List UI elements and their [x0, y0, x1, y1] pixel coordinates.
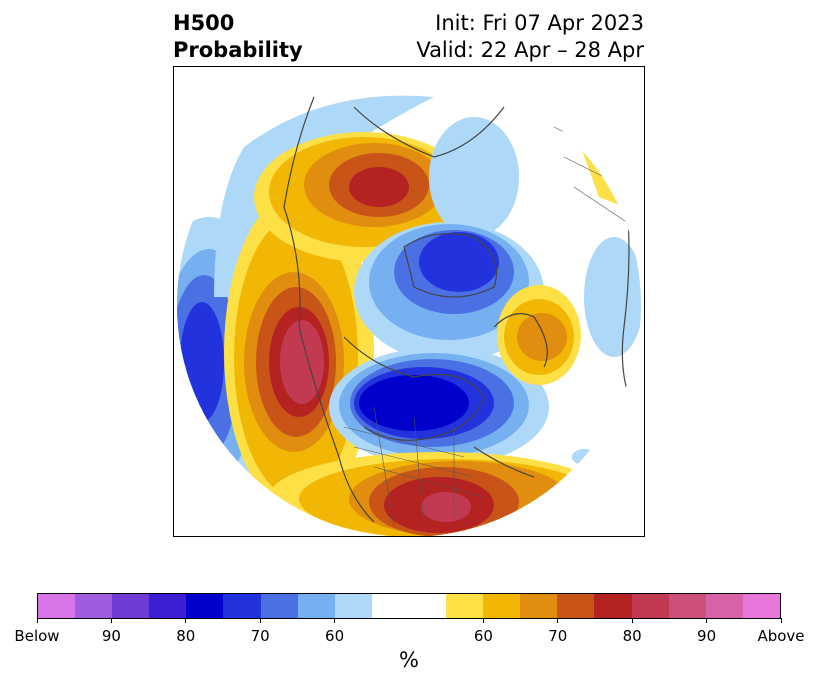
anomaly-asia-below [584, 237, 641, 357]
colorbar-tickmark [334, 618, 336, 623]
colorbar-tick-label: 70 [250, 627, 270, 645]
colorbar-label: % [399, 648, 419, 672]
colorbar-tick-label: 70 [548, 627, 568, 645]
anomaly-nepac-above [224, 192, 374, 512]
colorbar-tick-label: 90 [697, 627, 717, 645]
colorbar-tickmark [110, 618, 112, 623]
colorbar-segment [483, 594, 521, 618]
anomaly-europe-above [497, 285, 581, 385]
title-variable: H500 [173, 11, 235, 35]
colorbar-tick-label: 80 [622, 627, 642, 645]
probability-map [174, 67, 644, 536]
anomaly-arc-below [214, 95, 434, 297]
colorbar-tickmark [557, 618, 559, 623]
colorbar-tickmark [36, 618, 38, 623]
colorbar-segment [631, 594, 669, 618]
colorbar-tick-label: 60 [473, 627, 493, 645]
colorbar-segment [149, 594, 187, 618]
colorbar-segment [38, 594, 76, 618]
valid-period: Valid: 22 Apr – 28 Apr [416, 38, 644, 62]
colorbar-tickmark [780, 618, 782, 623]
colorbar-segment [668, 594, 706, 618]
init-date: Init: Fri 07 Apr 2023 [435, 11, 644, 35]
title-left: H500 Probability [173, 10, 303, 64]
colorbar-segment [557, 594, 595, 618]
anomaly-siberia-above [254, 132, 474, 262]
colorbar-tick-label: 90 [101, 627, 121, 645]
colorbar-segment [742, 594, 780, 618]
colorbar-segment [705, 594, 743, 618]
colorbar-segment [223, 594, 261, 618]
colorbar-tick-label: 80 [176, 627, 196, 645]
colorbar-tickmark [631, 618, 633, 623]
colorbar-segment [75, 594, 113, 618]
colorbar-tickmark [185, 618, 187, 623]
title-right: Init: Fri 07 Apr 2023 Valid: 22 Apr – 28… [416, 10, 644, 64]
colorbar [37, 593, 781, 619]
colorbar-tick-label: 60 [325, 627, 345, 645]
colorbar-tick-label: Above [757, 627, 805, 645]
colorbar-tick-label: Below [14, 627, 60, 645]
colorbar-segment [260, 594, 298, 618]
colorbar-segment [112, 594, 150, 618]
colorbar-segment [334, 594, 372, 618]
map-panel [173, 66, 645, 537]
colorbar-tickmark [259, 618, 261, 623]
colorbar-tickmark [706, 618, 708, 623]
title-field: Probability [173, 38, 303, 62]
colorbar-segment [371, 594, 447, 618]
colorbar-tickmark [482, 618, 484, 623]
coastlines [283, 96, 630, 523]
colorbar-segment [594, 594, 632, 618]
colorbar-segment [297, 594, 335, 618]
colorbar-segment [520, 594, 558, 618]
anomaly-arctic-below [354, 117, 544, 362]
colorbar-segment [446, 594, 484, 618]
colorbar-segment [186, 594, 224, 618]
